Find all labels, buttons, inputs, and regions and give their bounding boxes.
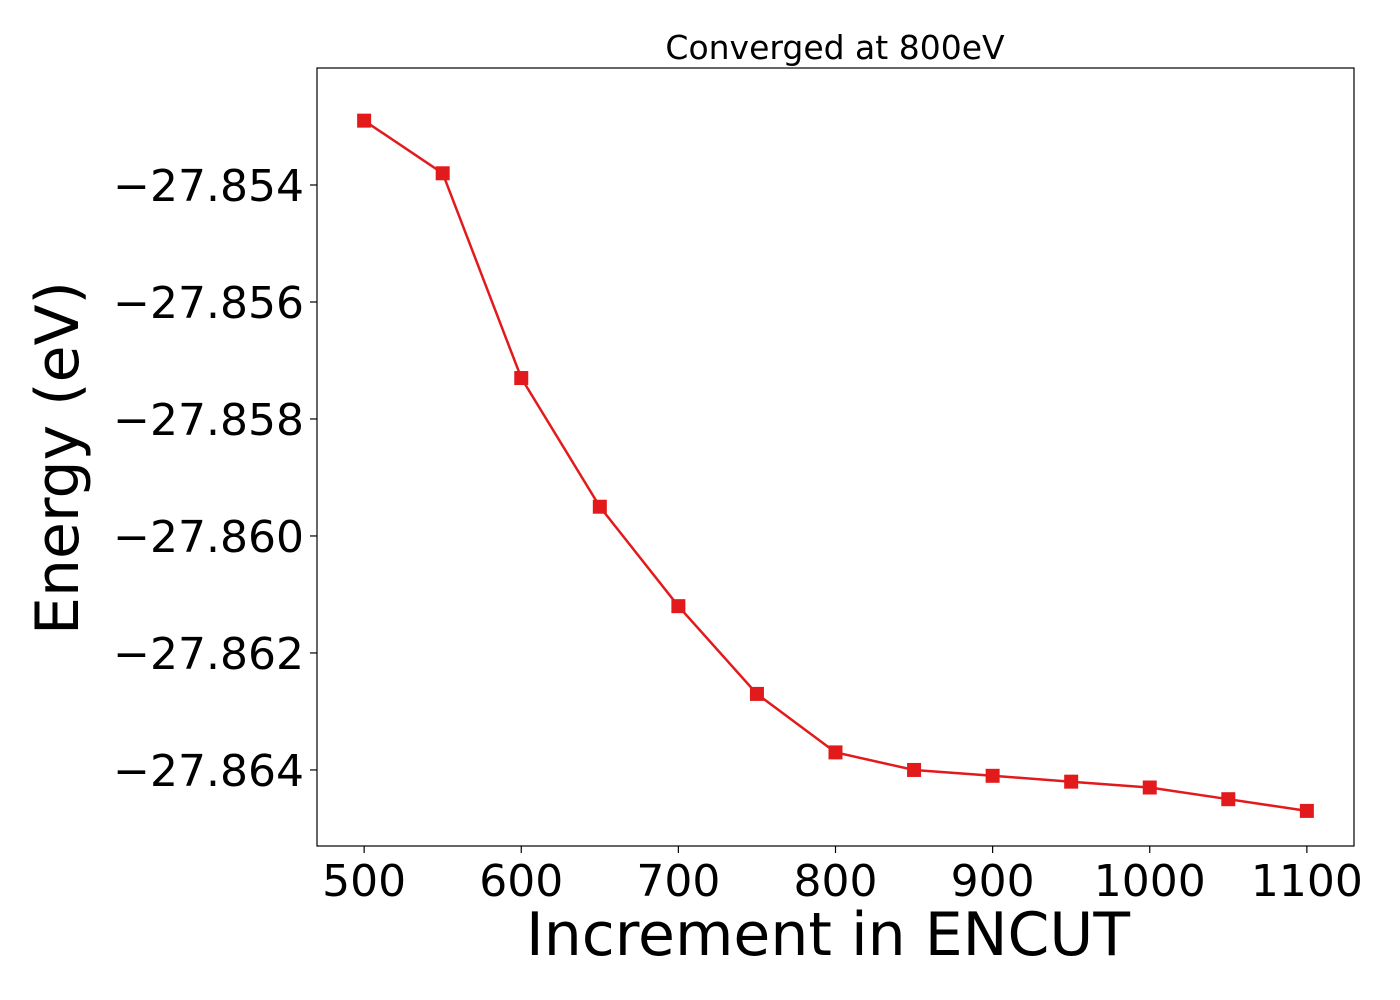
x-axis-label: Increment in ENCUT (526, 900, 1130, 970)
y-tick-label: −27.860 (113, 512, 304, 563)
y-tick-label: −27.862 (113, 629, 304, 680)
data-point-marker (592, 499, 607, 514)
data-point-marker (357, 113, 372, 128)
x-tick-label: 900 (951, 856, 1035, 907)
data-point-marker (671, 599, 686, 614)
x-tick-label: 800 (794, 856, 878, 907)
data-point-marker (514, 371, 529, 386)
y-axis: −27.854 −27.856 −27.858 −27.860 −27.862 −27.8… (113, 161, 317, 797)
y-tick-label: −27.856 (113, 278, 304, 329)
x-tick-label: 600 (479, 856, 563, 907)
y-axis-label: Energy (eV) (23, 281, 93, 635)
y-tick-label: −27.864 (113, 746, 304, 797)
chart-title: Converged at 800eV (665, 28, 1005, 67)
x-tick-label: 700 (636, 856, 720, 907)
data-point-marker (907, 762, 922, 777)
data-point-marker (1299, 803, 1314, 818)
data-point-marker (985, 768, 1000, 783)
plot-area (357, 113, 1314, 818)
x-axis: 500 600 700 800 900 1000 1100 (322, 846, 1363, 907)
x-tick-label: 1000 (1094, 856, 1206, 907)
data-point-marker (828, 745, 843, 760)
x-tick-label: 1100 (1251, 856, 1363, 907)
data-point-marker (749, 686, 764, 701)
data-point-marker (1221, 792, 1236, 807)
y-tick-label: −27.858 (113, 395, 304, 446)
y-tick-label: −27.854 (113, 161, 304, 212)
data-point-marker (1142, 780, 1157, 795)
data-point-marker (435, 166, 450, 181)
x-tick-label: 500 (322, 856, 406, 907)
data-point-marker (1064, 774, 1079, 789)
